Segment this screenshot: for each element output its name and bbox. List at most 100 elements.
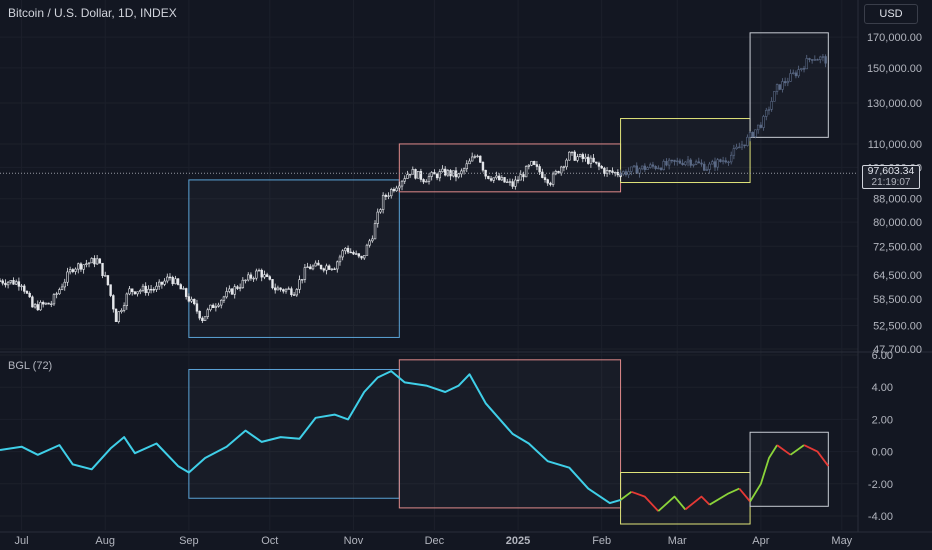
candle-body <box>781 81 784 90</box>
candle-body <box>592 157 595 163</box>
cycle-box-yellow <box>620 118 751 184</box>
candle-body <box>268 276 272 280</box>
candle-body <box>802 68 806 70</box>
bgl-axis-tick: -4.00 <box>868 511 893 523</box>
candle-body <box>808 58 811 60</box>
candle-body <box>63 281 66 288</box>
candle-body <box>522 174 525 178</box>
candle-body <box>622 171 625 175</box>
candle-body <box>160 281 164 285</box>
candle-body <box>85 263 88 266</box>
candle-body <box>174 278 177 285</box>
candle-body <box>341 250 344 258</box>
candle-body <box>524 166 528 178</box>
candle-body <box>106 275 110 286</box>
candle-body <box>79 263 83 270</box>
price-axis-tick: 170,000.00 <box>867 32 922 44</box>
candle-body <box>775 84 779 92</box>
candle-body <box>678 160 682 164</box>
candle-body <box>39 302 42 311</box>
price-candles <box>0 150 622 324</box>
candle-body <box>487 175 490 179</box>
candle-body <box>41 302 45 305</box>
candle-body <box>489 178 493 181</box>
candle-body <box>176 278 180 285</box>
candle-body <box>233 286 236 295</box>
candle-body <box>425 181 428 183</box>
candle-body <box>662 161 665 171</box>
candle-body <box>759 124 763 128</box>
candle-body <box>797 69 800 77</box>
candle-body <box>500 177 504 181</box>
candle-body <box>381 194 385 210</box>
candle-body <box>643 165 647 170</box>
candle-body <box>692 163 695 166</box>
candle-body <box>703 163 706 171</box>
candle-body <box>400 180 404 187</box>
candle-body <box>163 280 166 285</box>
candle-body <box>147 288 150 294</box>
candle-body <box>195 303 199 312</box>
candle-body <box>384 194 388 197</box>
candle-body <box>551 173 555 185</box>
candle-body <box>279 287 282 290</box>
candle-body <box>52 294 56 305</box>
candle-body <box>327 265 331 270</box>
candle-body <box>298 279 301 290</box>
candle-body <box>511 181 514 187</box>
candle-body <box>711 161 714 165</box>
candle-body <box>203 316 207 322</box>
candle-body <box>87 262 91 265</box>
candle-body <box>595 161 598 164</box>
candle-body <box>786 81 790 84</box>
price-axis-tick: 47,700.00 <box>873 344 922 356</box>
candle-body <box>101 262 104 277</box>
candle-body <box>236 286 239 289</box>
candle-body <box>573 151 576 161</box>
candle-body <box>303 267 307 280</box>
bar-countdown: 21:19:07 <box>871 177 911 188</box>
candle-body <box>349 251 352 254</box>
candle-body <box>168 276 172 279</box>
candle-body <box>395 187 398 192</box>
candle-body <box>476 155 479 158</box>
candle-body <box>295 289 298 296</box>
candle-body <box>530 161 533 166</box>
candle-body <box>721 160 725 162</box>
candle-body <box>230 288 234 295</box>
candle-body <box>562 166 566 168</box>
candle-body <box>387 195 390 197</box>
time-axis-tick: Mar <box>668 535 687 547</box>
candle-body <box>654 166 657 169</box>
candle-body <box>152 289 155 291</box>
time-axis-tick: Sep <box>179 535 199 547</box>
candle-body <box>649 164 652 168</box>
candle-body <box>263 274 266 278</box>
bgl-axis-tick: 6.00 <box>872 350 893 362</box>
candle-body <box>1 280 4 284</box>
bgl-projection-green <box>620 491 632 501</box>
candle-body <box>810 59 814 61</box>
candle-body <box>767 108 771 111</box>
candle-body <box>17 281 21 287</box>
bgl-box-gray <box>749 431 829 507</box>
candle-body <box>6 281 10 286</box>
candle-body <box>816 59 819 61</box>
candle-body <box>220 299 223 306</box>
candle-body <box>125 293 129 307</box>
candle-body <box>659 167 663 171</box>
candle-body <box>554 170 558 175</box>
candle-body <box>376 211 379 224</box>
candle-body <box>694 161 698 165</box>
candle-body <box>497 175 501 181</box>
price-axis-tick: 110,000.00 <box>868 139 922 151</box>
candle-body <box>265 274 269 277</box>
price-axis-tick: 88,000.00 <box>873 194 922 206</box>
candle-body <box>319 264 323 270</box>
candle-body <box>255 270 258 279</box>
currency-button[interactable]: USD <box>864 4 918 24</box>
candle-body <box>257 269 261 272</box>
candle-body <box>560 166 563 174</box>
bgl-projection-red <box>631 490 659 512</box>
